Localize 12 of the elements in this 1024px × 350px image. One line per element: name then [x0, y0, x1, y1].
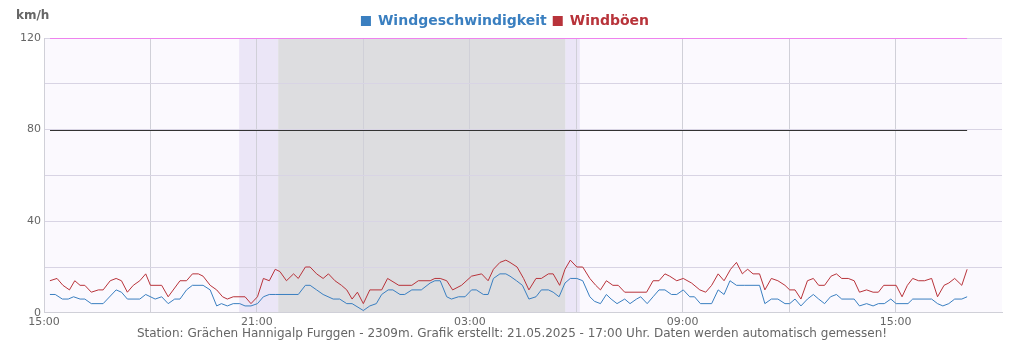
x-tick-label: 03:00 [453, 315, 486, 329]
x-tick-label: 09:00 [666, 315, 699, 329]
y-tick-label: 80 [27, 122, 41, 136]
legend-label: Windböen [569, 11, 650, 28]
x-tick-label: 15:00 [28, 315, 60, 329]
y-tick-label: 120 [20, 30, 41, 44]
legend-label: Windgeschwindigkeit [377, 11, 548, 28]
x-tick-label: 15:00 [879, 315, 912, 329]
x-tick-label: 21:00 [241, 315, 273, 329]
y-axis-title: km/h [16, 8, 50, 23]
text: Station: Grächen Hannigalp Furggen - 2309m. Grafik erstellt: 21.05.2025 - 17:00 Uhr. Daten werden automatisch gemessen! [136, 326, 888, 341]
y-tick-label: 40 [27, 214, 41, 228]
